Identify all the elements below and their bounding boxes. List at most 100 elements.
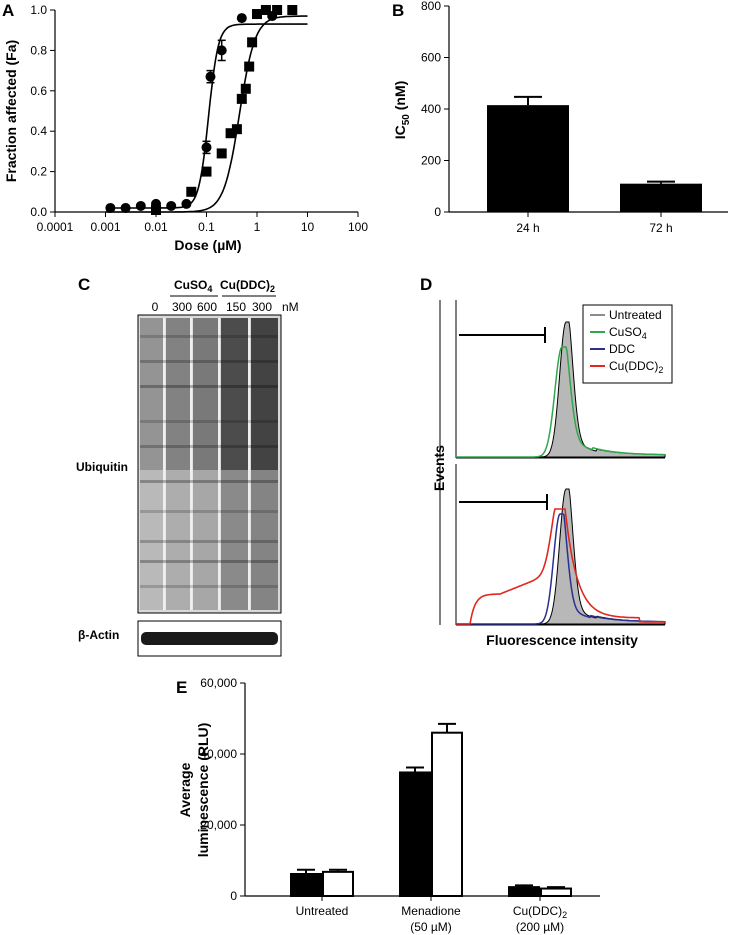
panel-d-flow: Events Fluorescence intensity Untreated C… — [431, 300, 673, 648]
ubiquitin-band — [140, 540, 278, 543]
b-ytick-label: 200 — [421, 154, 441, 168]
a-fit-curve-squares — [105, 15, 308, 213]
b-xtick-label: 72 h — [649, 221, 672, 235]
e-ytick-label: 40,000 — [200, 747, 237, 761]
flow-ylabel: Events — [431, 445, 447, 491]
e-xtick-sublabel: (50 µM) — [410, 920, 452, 934]
a-ytick-label: 0.0 — [30, 205, 47, 219]
label-actin: β-Actin — [78, 628, 119, 642]
panel-e-chart: Average luminescence (RLU) 0 20,000 40,000… — [177, 676, 600, 934]
actin-band — [141, 632, 278, 645]
lane-label: 300 — [252, 300, 272, 314]
ubiquitin-band — [140, 585, 278, 588]
e-bar-filled — [399, 771, 431, 898]
a-point-square — [247, 37, 258, 48]
ubiquitin-lane-gap — [248, 318, 251, 610]
legend-label: Cu(DDC)2 — [609, 359, 663, 375]
lane-label: 300 — [172, 300, 192, 314]
flow-xlabel: Fluorescence intensity — [486, 632, 638, 648]
lane-label: 600 — [197, 300, 217, 314]
a-point-circle — [105, 202, 116, 213]
flow-bottom-ddc — [456, 513, 665, 625]
a-xtick-label: 1 — [254, 220, 261, 234]
a-point-square — [240, 83, 251, 94]
panel-a-xlabel: Dose (µM) — [174, 237, 241, 253]
panel-e-ylabel-line2: luminescence (RLU) — [195, 723, 211, 858]
panel-b-ylabel: IC50 (nM) — [392, 81, 412, 140]
ubiquitin-lane — [220, 318, 248, 610]
a-point-square — [272, 5, 283, 15]
ubiquitin-lane-fade — [165, 470, 190, 610]
a-ytick-label: 0.2 — [30, 165, 47, 179]
ubiquitin-band — [140, 360, 278, 363]
flow-legend-box — [582, 304, 673, 384]
ubiquitin-lane-gap — [190, 318, 193, 610]
b-bar — [487, 105, 569, 212]
ubiquitin-lane-fade — [140, 470, 163, 610]
ubiquitin-lane-gap — [163, 318, 166, 610]
a-point-circle — [205, 71, 216, 82]
header-cuddc: Cu(DDC)2 — [220, 278, 275, 294]
a-xtick-label: 0.01 — [144, 220, 168, 234]
b-ytick-label: 600 — [421, 51, 441, 65]
b-ytick-label: 800 — [421, 0, 441, 13]
a-point-circle — [201, 142, 212, 153]
ubiquitin-lane — [140, 318, 163, 610]
e-xtick-label: Untreated — [296, 904, 349, 918]
ubiquitin-lane — [250, 318, 278, 610]
a-ytick-label: 0.8 — [30, 43, 47, 57]
e-xtick-label: Menadione — [401, 904, 461, 918]
a-point-circle — [216, 45, 227, 56]
panel-label-b: B — [392, 1, 404, 20]
ubiquitin-lane-fade — [192, 470, 218, 610]
ubiquitin-lane-gap — [218, 318, 221, 610]
a-ytick-label: 0.6 — [30, 84, 47, 98]
a-point-circle — [120, 202, 131, 213]
panel-label-d: D — [420, 275, 432, 294]
panel-a-ylabel: Fraction affected (Fa) — [3, 40, 19, 182]
ubiquitin-band — [140, 385, 278, 388]
e-ytick-label: 60,000 — [200, 676, 237, 690]
flow-bottom-cuddc — [456, 508, 665, 625]
e-xtick-sublabel: (200 µM) — [516, 920, 564, 934]
legend-label: Untreated — [609, 308, 662, 322]
label-ubiquitin: Ubiquitin — [76, 460, 128, 474]
a-point-square — [201, 166, 212, 177]
ubiquitin-band — [140, 480, 278, 483]
lane-label: 0 — [152, 300, 159, 314]
a-point-square — [260, 5, 271, 15]
a-point-square — [252, 9, 262, 20]
legend-label: DDC — [609, 342, 635, 356]
lane-unit: nM — [282, 300, 299, 314]
a-point-square — [244, 61, 255, 72]
ubiquitin-lane-fade — [250, 470, 278, 610]
a-ytick-label: 1.0 — [30, 3, 47, 17]
a-point-square — [216, 148, 227, 159]
panel-a-chart: Fraction affected (Fa) Dose (µM) 0.0 0.2 0… — [3, 3, 368, 253]
a-point-circle — [135, 200, 146, 211]
header-cuso4: CuSO4 — [174, 278, 212, 294]
a-point-square — [225, 128, 236, 139]
legend-label: CuSO4 — [609, 325, 647, 341]
b-ytick-label: 400 — [421, 102, 441, 116]
panel-label-a: A — [2, 1, 14, 20]
panel-e-ylabel-line1: Average — [177, 762, 193, 817]
ubiquitin-lane — [165, 318, 190, 610]
a-point-square — [236, 93, 247, 104]
e-xtick-label: Cu(DDC)2 — [513, 904, 567, 920]
a-xtick-label: 100 — [348, 220, 368, 234]
ubiquitin-band — [140, 335, 278, 338]
b-ytick-label: 0 — [434, 205, 441, 219]
a-ytick-label: 0.4 — [30, 124, 47, 138]
ubiquitin-band — [140, 560, 278, 563]
e-bar-filled — [290, 872, 322, 897]
ubiquitin-lane — [192, 318, 218, 610]
panel-b-chart: IC50 (nM) 0 200 400 600 800 24 h 72 h — [392, 0, 728, 235]
a-fit-curve-circles — [105, 23, 308, 209]
lane-label: 150 — [226, 300, 246, 314]
a-xtick-label: 0.1 — [198, 220, 215, 234]
e-bar-open — [540, 887, 572, 897]
ubiquitin-lane-fade — [220, 470, 248, 610]
